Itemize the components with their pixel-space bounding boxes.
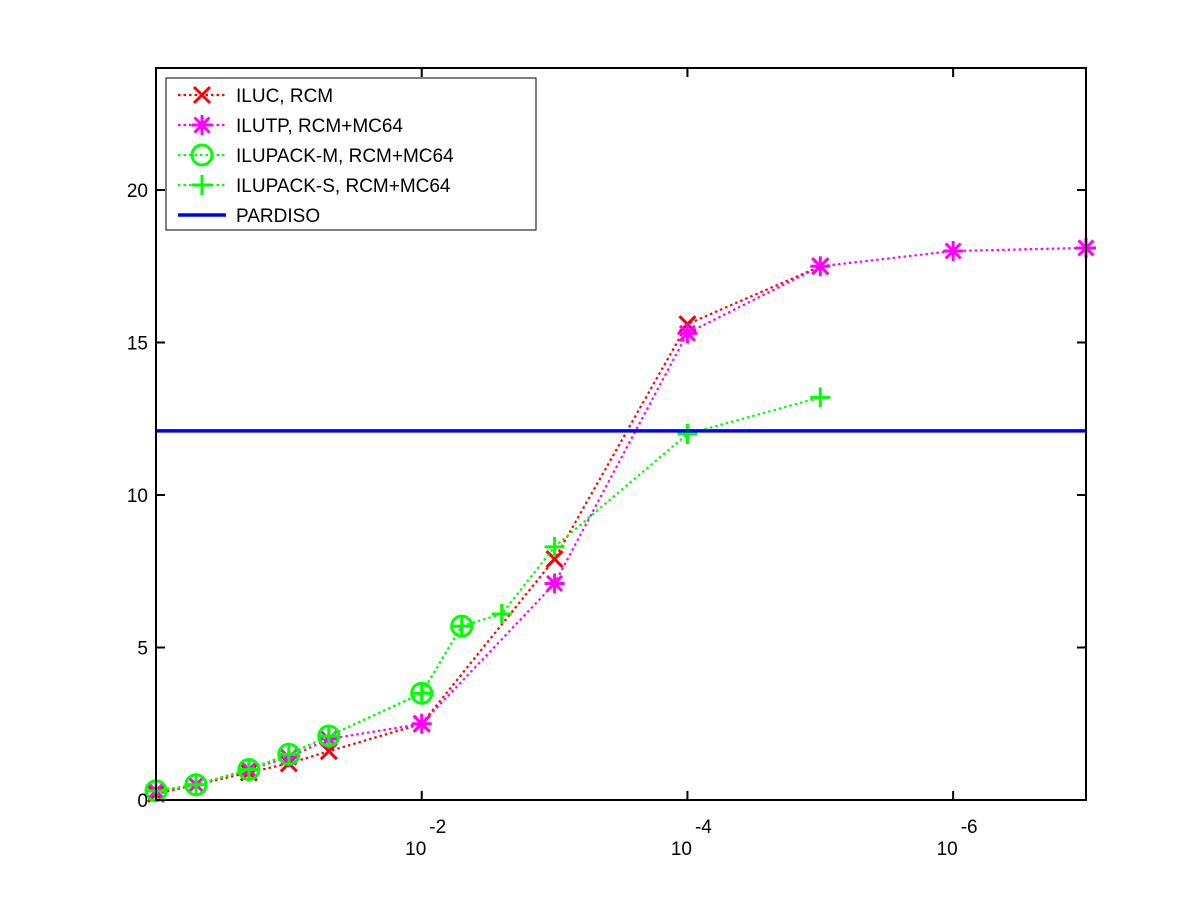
data-point (318, 725, 339, 746)
data-point (810, 387, 831, 408)
legend: ILUC, RCM ILUTP, RCM+MC64 ILUPACK-M, RCM+M… (165, 77, 537, 231)
legend-item: ILUPACK-M, RCM+MC64 (178, 143, 454, 167)
data-point (544, 573, 565, 594)
axes-ticks (156, 68, 1086, 801)
y-tick-label: 0 (137, 791, 148, 812)
x-tick-label-base: 10 (671, 839, 692, 860)
x-tick-label-exponent: -4 (695, 817, 712, 838)
axes-frame (155, 67, 1087, 801)
legend-item: ILUPACK-S, RCM+MC64 (178, 175, 451, 197)
y-tick-label: 10 (127, 486, 148, 507)
x-tick-label-exponent: -2 (429, 817, 446, 838)
y-tick-label: 20 (127, 181, 148, 202)
y-tick-label: 5 (137, 639, 148, 660)
legend-marker (192, 85, 212, 105)
x-tick-label-base: 10 (405, 839, 426, 860)
data-point (238, 759, 259, 780)
data-point (545, 549, 564, 569)
legend-label: ILUC, RCM (236, 86, 333, 107)
legend-marker (192, 115, 212, 135)
series-3 (146, 387, 831, 801)
data-point (451, 616, 472, 637)
data-point (185, 774, 206, 795)
data-point (278, 744, 299, 765)
x-tick-label-base: 10 (937, 839, 958, 860)
legend-box (165, 77, 537, 231)
data-point (544, 536, 565, 557)
legend-label: ILUTP, RCM+MC64 (236, 116, 403, 137)
data-point (411, 713, 432, 734)
data-point (677, 424, 698, 444)
data-point (943, 241, 964, 261)
legend-label: ILUPACK-M, RCM+MC64 (236, 146, 454, 167)
data-point (491, 603, 512, 624)
legend-marker (190, 143, 214, 167)
legend-label: PARDISO (236, 206, 320, 227)
x-tick-label-exponent: -6 (961, 817, 978, 838)
y-tick-label: 15 (127, 334, 148, 355)
legend-item: ILUC, RCM (178, 85, 333, 107)
data-point (810, 256, 831, 277)
data-point (411, 683, 432, 704)
series-line (155, 396, 821, 792)
data-point (677, 323, 698, 344)
legend-item: PARDISO (178, 206, 320, 227)
legend-item: ILUTP, RCM+MC64 (178, 115, 403, 137)
legend-label: ILUPACK-S, RCM+MC64 (236, 176, 451, 197)
legend-marker (192, 175, 212, 195)
